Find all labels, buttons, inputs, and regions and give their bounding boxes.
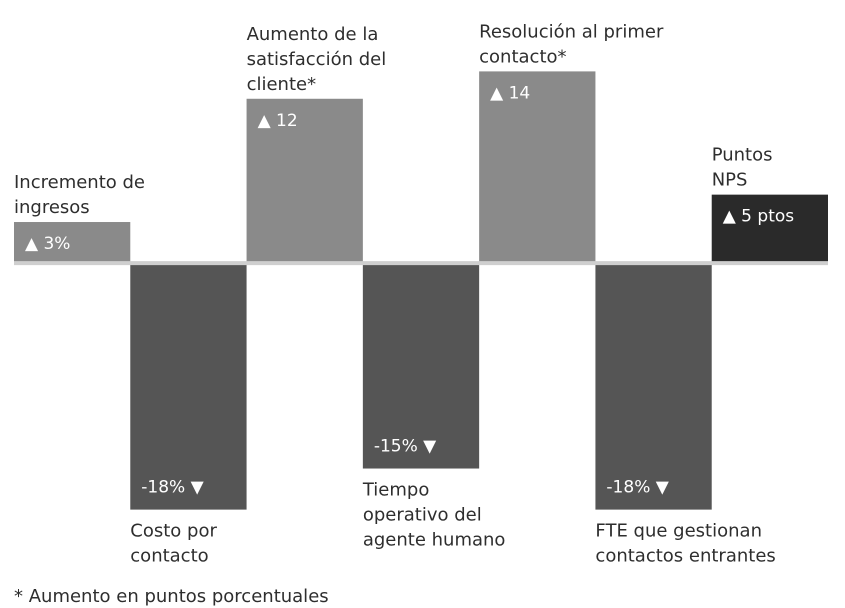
category-line: Costo por [130,521,217,542]
value-label: -18% ▼ [606,478,669,498]
category-label: Aumento de la satisfacción del cliente* [247,24,387,95]
value-label: -18% ▼ [141,478,204,498]
bar [479,71,596,264]
value-label: ▲ 5 ptos [723,207,795,227]
footnote: * Aumento en puntos porcentuales [14,586,329,607]
category-line: contacto* [479,46,566,67]
value-label: ▲ 3% [25,234,70,254]
bar [246,98,363,264]
category-line: contactos entrantes [595,546,775,567]
category-label: Tiempo operativo del agente humano [362,480,506,551]
category-line: Aumento de la [247,24,379,45]
value-label: -15% ▼ [374,437,437,457]
category-line: cliente* [247,74,317,95]
category-label: Incremento de ingresos [14,172,145,218]
value-label: ▲ 14 [490,83,530,103]
category-label: Puntos NPS [712,145,773,191]
category-line: FTE que gestionan [595,521,762,542]
category-line: ingresos [14,197,90,218]
bar [711,194,828,264]
value-label: ▲ 12 [258,111,298,131]
category-line: operativo del [363,505,482,526]
category-line: Tiempo [362,480,430,501]
bar [595,263,712,510]
category-line: contacto [130,546,208,567]
category-label: Costo por contacto [130,521,217,567]
category-line: Puntos [712,145,773,166]
category-label: FTE que gestionan contactos entrantes [595,521,775,567]
category-line: Incremento de [14,172,145,193]
bar [14,222,131,264]
category-label: Resolución al primer contacto* [479,21,664,67]
bar [362,263,480,469]
bar [130,263,247,510]
category-line: NPS [712,170,748,191]
category-line: satisfacción del [247,49,387,70]
category-line: Resolución al primer [479,21,664,42]
category-line: agente humano [363,530,506,551]
